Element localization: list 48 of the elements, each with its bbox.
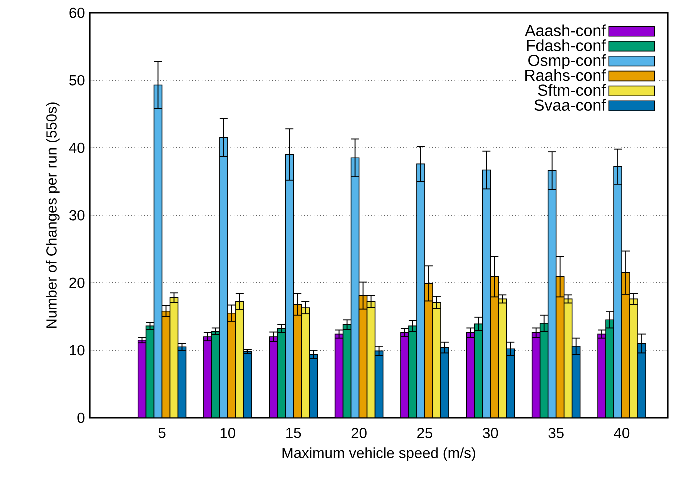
x-tick-label: 5: [158, 428, 166, 438]
bar: [540, 323, 549, 418]
bar: [335, 334, 344, 418]
x-tick-label: 30: [483, 428, 498, 438]
bar: [367, 302, 376, 418]
y-tick-label: 50: [70, 75, 85, 86]
bar: [498, 298, 508, 418]
bar: [146, 326, 155, 418]
legend-label: Svaa-conf: [534, 99, 606, 112]
y-tick-label: 20: [70, 278, 85, 288]
bar: [301, 308, 310, 418]
y-tick-label: 10: [70, 345, 85, 356]
y-tick-label: 40: [69, 142, 85, 154]
bar: [482, 170, 492, 418]
bar: [556, 276, 565, 418]
y-tick-label: 60: [70, 8, 85, 18]
bar: [474, 324, 484, 418]
legend-label: Sftm-conf: [538, 84, 606, 96]
bar: [532, 332, 541, 418]
bar: [572, 346, 581, 418]
x-tick-label: 10: [220, 428, 236, 438]
bar: [466, 332, 476, 418]
bar: [162, 310, 171, 418]
x-tick-label: 25: [418, 428, 432, 438]
legend-label: Raahs-conf: [526, 69, 606, 82]
bar: [170, 297, 179, 418]
bar: [343, 324, 352, 418]
bar: [375, 351, 384, 418]
x-tick-label: 20: [352, 428, 367, 438]
bar: [490, 276, 500, 418]
bar: [351, 158, 360, 418]
y-axis-title: Number of Changes per run (550s): [46, 102, 60, 328]
bar: [154, 84, 163, 418]
bar: [359, 296, 368, 418]
legend-label: Fdash-conf: [527, 40, 606, 52]
y-tick-label: 30: [70, 210, 85, 221]
bar: [564, 298, 573, 418]
bar: [138, 340, 147, 418]
y-tick-label: 0: [78, 412, 85, 424]
x-tick-label: 15: [286, 428, 302, 438]
bar: [548, 170, 557, 418]
bar: [506, 348, 516, 418]
x-tick-label: 35: [548, 428, 564, 438]
legend-label: Osmp-conf: [528, 54, 606, 70]
x-axis-title: Maximum vehicle speed (m/s): [282, 448, 476, 462]
bar: [178, 346, 187, 418]
legend-label: Aaash-conf: [525, 24, 606, 36]
x-tick-label: 40: [614, 428, 630, 438]
